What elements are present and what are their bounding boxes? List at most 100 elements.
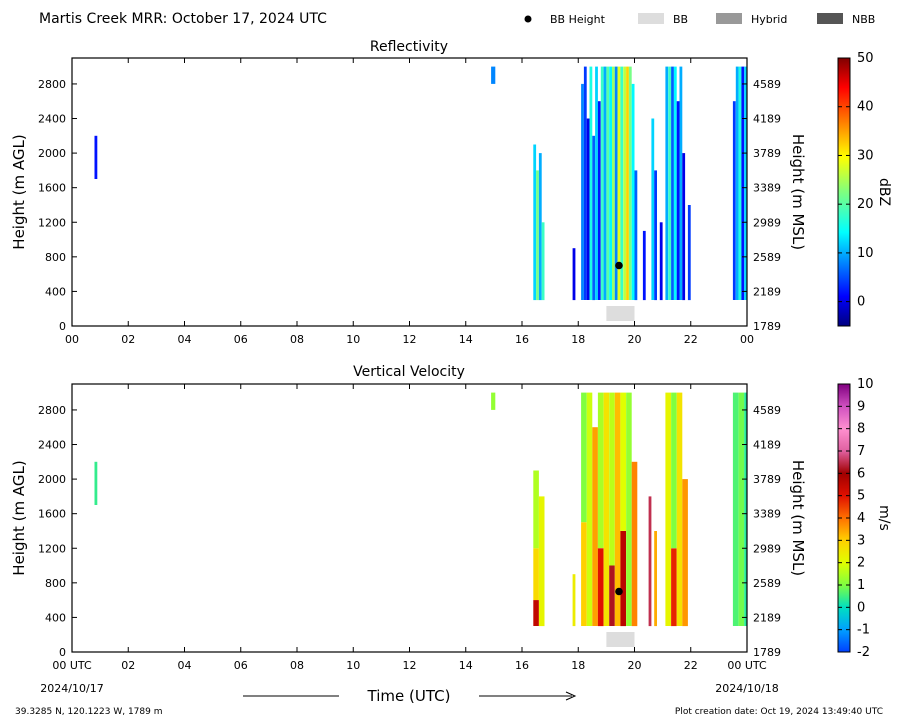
reflectivity-cbar-tick-label: 40	[857, 100, 874, 115]
velocity-cbar-tick-label: 7	[857, 444, 865, 459]
reflectivity-data-cell	[572, 248, 576, 301]
velocity-data-cell	[597, 392, 604, 549]
legend-bb-swatch	[638, 13, 664, 24]
velocity-xtick-label: 20	[628, 659, 642, 672]
velocity-y2tick-label: 4189	[753, 439, 781, 452]
legend-hybrid-label: Hybrid	[751, 13, 787, 26]
reflectivity-data-cell	[606, 66, 610, 300]
velocity-data-cell	[620, 531, 626, 627]
velocity-xtick-label: 04	[178, 659, 192, 672]
reflectivity-ytick-label: 2800	[38, 78, 66, 91]
reflectivity-data-cell	[541, 222, 545, 301]
velocity-y2tick-label: 4589	[753, 404, 781, 417]
velocity-xtick-label: 00 UTC	[52, 659, 92, 672]
reflectivity-xtick-label: 10	[346, 333, 360, 346]
velocity-xtick-label: 22	[684, 659, 698, 672]
reflectivity-xtick-label: 20	[628, 333, 642, 346]
reflectivity-data-cell	[614, 66, 618, 300]
reflectivity-data-cell	[671, 66, 674, 300]
reflectivity-xtick-label: 00	[65, 333, 79, 346]
velocity-y2tick-label: 2589	[753, 577, 781, 590]
velocity-ylabel: Height (m AGL)	[10, 460, 28, 575]
velocity-data-cell	[581, 522, 587, 626]
reflectivity-data-cell	[583, 66, 587, 300]
reflectivity-data-cell	[631, 83, 635, 301]
velocity-data-cell	[665, 392, 671, 626]
velocity-cbar-tick-label: 6	[857, 466, 865, 481]
reflectivity-data-cell	[536, 170, 539, 301]
velocity-data-cell	[738, 392, 745, 626]
velocity-y2tick-label: 2989	[753, 542, 781, 555]
velocity-ytick-label: 2800	[38, 404, 66, 417]
reflectivity-ytick-label: 1600	[38, 182, 66, 195]
date-end: 2024/10/18	[715, 682, 778, 695]
velocity-cbar-tick-label: 10	[857, 377, 874, 392]
reflectivity-ylabel: Height (m AGL)	[10, 134, 28, 249]
reflectivity-data-cell	[682, 153, 686, 301]
legend-bb-label: BB	[673, 13, 688, 26]
reflectivity-xtick-label: 06	[234, 333, 248, 346]
velocity-data-cell	[609, 392, 615, 566]
date-start: 2024/10/17	[40, 682, 103, 695]
reflectivity-cbar-tick-label: 30	[857, 148, 874, 163]
reflectivity-cbar-tick-label: 50	[857, 51, 874, 66]
reflectivity-ytick-label: 1200	[38, 216, 66, 229]
reflectivity-cbar-label: dBZ	[876, 178, 892, 206]
velocity-colorbar-ticks: -2 -1 0 1 2 3 4 5 6 7 8 9 10	[838, 377, 874, 660]
reflectivity-data-cell	[732, 101, 736, 300]
velocity-title: Vertical Velocity	[353, 364, 465, 380]
velocity-data-cell	[586, 392, 593, 626]
reflectivity-y2label: Height (m MSL)	[789, 134, 807, 250]
velocity-xtick-label: 16	[515, 659, 529, 672]
reflectivity-data-cell	[738, 66, 742, 300]
reflectivity-y2tick-label: 2589	[753, 251, 781, 264]
reflectivity-data-cell	[491, 66, 496, 84]
velocity-bb-period-box	[606, 632, 635, 647]
time-axis-label: Time (UTC)	[367, 687, 451, 705]
velocity-xtick-label: 08	[290, 659, 304, 672]
velocity-data-cell	[533, 470, 539, 549]
velocity-xtick-label: 06	[234, 659, 248, 672]
velocity-cbar-tick-label: 9	[857, 399, 865, 414]
velocity-y2tick-label: 1789	[753, 646, 781, 659]
reflectivity-data-cell	[600, 66, 604, 300]
legend-bb-height-marker	[524, 15, 532, 23]
reflectivity-ytick-label: 2000	[38, 147, 66, 160]
velocity-cbar-tick-label: 0	[857, 600, 865, 615]
reflectivity-cbar-tick-label: 10	[857, 246, 874, 261]
velocity-data-cell	[614, 392, 621, 626]
velocity-cells	[94, 392, 747, 627]
reflectivity-y2tick-label: 4589	[753, 78, 781, 91]
reflectivity-y2tick-label: 2189	[753, 285, 781, 298]
reflectivity-bb-height-marker	[615, 261, 623, 270]
velocity-xtick-label: 00 UTC	[727, 659, 767, 672]
reflectivity-data-cell	[735, 66, 739, 300]
velocity-y2label: Height (m MSL)	[789, 460, 807, 576]
reflectivity-y2tick-label: 4189	[753, 113, 781, 126]
reflectivity-colorbar-ticks: 0 10 20 30 40 50	[838, 51, 874, 310]
legend-nbb-label: NBB	[852, 13, 875, 26]
velocity-ytick-label: 1200	[38, 542, 66, 555]
velocity-ytick-label: 800	[45, 577, 66, 590]
velocity-data-cell	[654, 531, 657, 627]
velocity-panel: Vertical Velocity Height (m AGL) Height …	[10, 364, 892, 672]
velocity-bb-height-marker	[615, 587, 623, 596]
velocity-xtick-label: 12	[403, 659, 417, 672]
reflectivity-plot-frame	[71, 57, 748, 327]
reflectivity-data-cell	[676, 101, 680, 300]
reflectivity-ytick-label: 2400	[38, 113, 66, 126]
reflectivity-data-cell	[628, 66, 632, 300]
velocity-data-cell	[671, 392, 677, 549]
velocity-axes: 0 1789 400 2189 800 2589 1200 2989 1600 3389 2000 3…	[38, 384, 781, 672]
velocity-cbar-tick-label: 4	[857, 511, 865, 526]
velocity-data-cell	[581, 392, 587, 523]
velocity-data-cell	[671, 548, 677, 627]
velocity-cbar-tick-label: 8	[857, 422, 865, 437]
reflectivity-y2tick-label: 3389	[753, 182, 781, 195]
velocity-data-cell	[603, 392, 610, 626]
reflectivity-data-cell	[654, 170, 657, 301]
reflectivity-cells	[94, 66, 747, 301]
reflectivity-data-cell	[595, 66, 598, 300]
